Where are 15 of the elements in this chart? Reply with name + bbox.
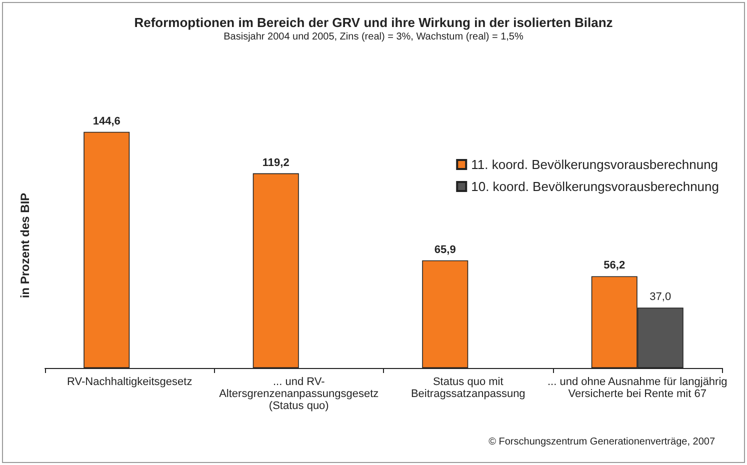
data-label: 56,2 (604, 260, 626, 272)
x-tick-label: ... und RV- Altersgrenzenanpassungsgesetz (Status quo) (219, 376, 379, 412)
data-label: 37,0 (650, 291, 672, 304)
chart-subtitle: Basisjahr 2004 und 2005, Zins (real) = 3%, Wachstum (real) = 1,5% (224, 32, 524, 42)
x-tick-label: RV-Nachhaltigkeitsgesetz (67, 376, 192, 388)
text: © Forschungszentrum Generationenverträge, 2007 (488, 436, 716, 448)
legend-label: 10. koord. Bevölkerungsvorausberechnung (471, 179, 720, 194)
x-tick-label: ... und ohne Ausnahme für langjährig Versicherte bei Rente mit 67 (547, 376, 728, 400)
data-label: 65,9 (434, 244, 456, 256)
data-label: 144,6 (92, 115, 120, 128)
x-tick-label: Status quo mit Beitragssatzanpassung (410, 376, 526, 400)
y-axis-title: in Prozent des BIP (18, 192, 32, 298)
legend-label: 11. koord. Bevölkerungsvorausberechnung (471, 157, 718, 172)
data-label: 119,2 (262, 156, 290, 169)
chart-title: Reformoptionen im Bereich der GRV und ihre Wirkung in der isolierten Bilanz (134, 15, 614, 30)
